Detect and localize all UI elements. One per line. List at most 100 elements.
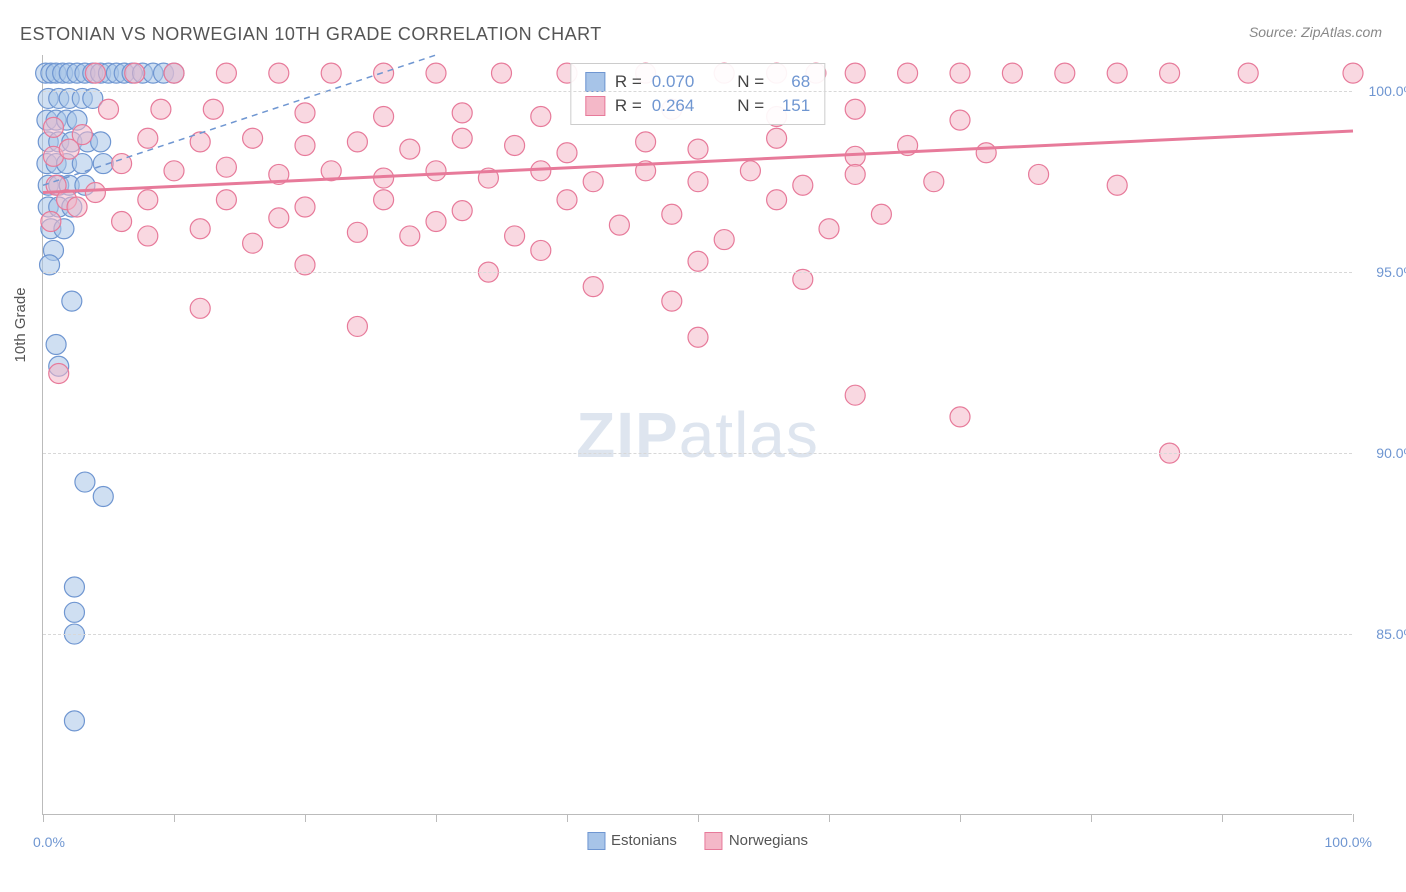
- stat-n-value: 68: [774, 72, 810, 92]
- legend-bottom: Estonians Norwegians: [587, 832, 808, 850]
- data-point: [112, 211, 132, 231]
- plot-area: ZIPatlas R = 0.070 N = 68R = 0.264 N = 1…: [42, 55, 1352, 815]
- data-point: [138, 226, 158, 246]
- stat-n-label: N =: [737, 72, 764, 92]
- y-tick-label: 90.0%: [1376, 445, 1406, 461]
- data-point: [845, 146, 865, 166]
- gridline: [43, 634, 1352, 635]
- data-point: [426, 161, 446, 181]
- chart-svg: [43, 55, 1352, 814]
- x-tick: [1091, 814, 1092, 822]
- series-swatch: [585, 72, 605, 92]
- x-tick: [960, 814, 961, 822]
- data-point: [950, 63, 970, 83]
- data-point: [950, 407, 970, 427]
- data-point: [557, 190, 577, 210]
- data-point: [85, 63, 105, 83]
- data-point: [583, 277, 603, 297]
- data-point: [688, 251, 708, 271]
- data-point: [505, 226, 525, 246]
- data-point: [492, 63, 512, 83]
- stats-box: R = 0.070 N = 68R = 0.264 N = 151: [570, 63, 825, 125]
- data-point: [845, 385, 865, 405]
- stats-row: R = 0.264 N = 151: [585, 94, 810, 118]
- data-point: [400, 226, 420, 246]
- series-swatch: [585, 96, 605, 116]
- data-point: [557, 143, 577, 163]
- data-point: [75, 472, 95, 492]
- data-point: [99, 99, 119, 119]
- data-point: [269, 63, 289, 83]
- data-point: [452, 128, 472, 148]
- data-point: [269, 208, 289, 228]
- stat-r-label: R =: [615, 96, 642, 116]
- data-point: [347, 316, 367, 336]
- y-tick-label: 100.0%: [1369, 83, 1406, 99]
- data-point: [125, 63, 145, 83]
- data-point: [688, 139, 708, 159]
- data-point: [426, 63, 446, 83]
- data-point: [374, 107, 394, 127]
- data-point: [93, 487, 113, 507]
- data-point: [1029, 164, 1049, 184]
- data-point: [190, 298, 210, 318]
- x-axis-min-label: 0.0%: [33, 834, 65, 850]
- data-point: [426, 211, 446, 231]
- data-point: [64, 602, 84, 622]
- legend-label: Norwegians: [729, 832, 808, 849]
- data-point: [59, 139, 79, 159]
- data-point: [924, 172, 944, 192]
- data-point: [295, 103, 315, 123]
- data-point: [400, 139, 420, 159]
- data-point: [662, 204, 682, 224]
- x-tick: [1353, 814, 1354, 822]
- data-point: [67, 197, 87, 217]
- data-point: [767, 128, 787, 148]
- data-point: [452, 103, 472, 123]
- stat-r-value: 0.264: [652, 96, 708, 116]
- x-tick: [43, 814, 44, 822]
- data-point: [41, 211, 61, 231]
- x-tick: [174, 814, 175, 822]
- data-point: [347, 222, 367, 242]
- x-tick: [698, 814, 699, 822]
- data-point: [531, 107, 551, 127]
- x-tick: [305, 814, 306, 822]
- data-point: [714, 230, 734, 250]
- data-point: [85, 183, 105, 203]
- data-point: [740, 161, 760, 181]
- data-point: [216, 190, 236, 210]
- data-point: [662, 291, 682, 311]
- data-point: [688, 172, 708, 192]
- stat-r-value: 0.070: [652, 72, 708, 92]
- data-point: [243, 233, 263, 253]
- y-axis-title: 10th Grade: [12, 287, 29, 362]
- data-point: [164, 63, 184, 83]
- data-point: [347, 132, 367, 152]
- stat-r-label: R =: [615, 72, 642, 92]
- data-point: [1107, 175, 1127, 195]
- stat-n-value: 151: [774, 96, 810, 116]
- legend-item: Estonians: [587, 832, 677, 850]
- data-point: [64, 711, 84, 731]
- data-point: [1055, 63, 1075, 83]
- data-point: [505, 135, 525, 155]
- data-point: [688, 327, 708, 347]
- data-point: [49, 363, 69, 383]
- data-point: [819, 219, 839, 239]
- x-tick: [1222, 814, 1223, 822]
- legend-item: Norwegians: [705, 832, 808, 850]
- gridline: [43, 453, 1352, 454]
- data-point: [636, 132, 656, 152]
- data-point: [452, 201, 472, 221]
- x-axis-max-label: 100.0%: [1325, 834, 1372, 850]
- data-point: [1107, 63, 1127, 83]
- y-tick-label: 85.0%: [1376, 626, 1406, 642]
- data-point: [64, 577, 84, 597]
- gridline: [43, 91, 1352, 92]
- data-point: [62, 291, 82, 311]
- x-tick: [567, 814, 568, 822]
- data-point: [845, 164, 865, 184]
- data-point: [190, 219, 210, 239]
- data-point: [91, 132, 111, 152]
